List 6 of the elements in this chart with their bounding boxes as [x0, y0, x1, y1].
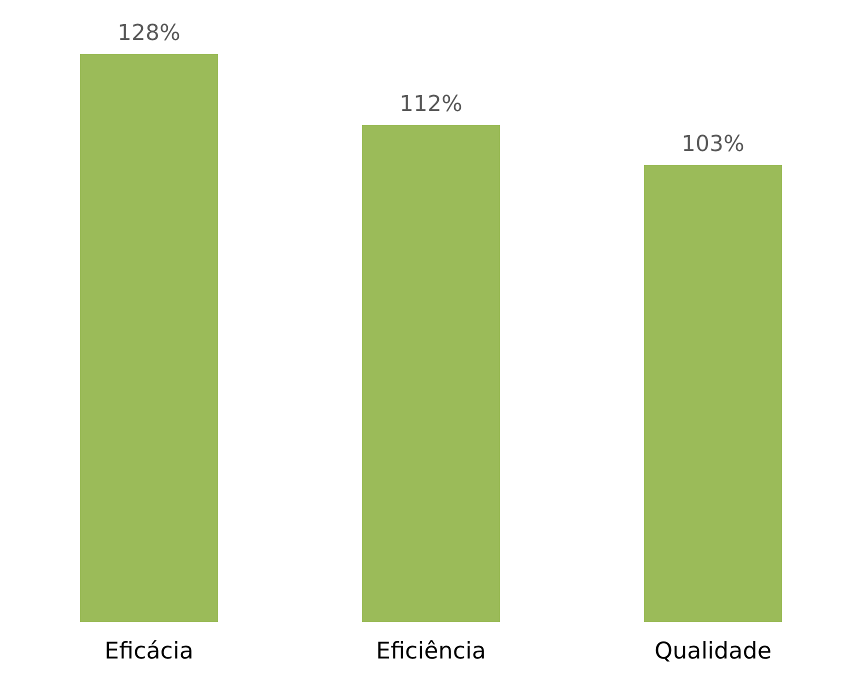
x-tick-label: Qualidade [654, 638, 772, 664]
data-label: 112% [400, 92, 462, 117]
data-label: 128% [118, 21, 180, 46]
x-tick-label: Eficiência [376, 638, 486, 664]
x-tick-label: Eficácia [104, 638, 194, 664]
data-label: 103% [682, 132, 744, 157]
